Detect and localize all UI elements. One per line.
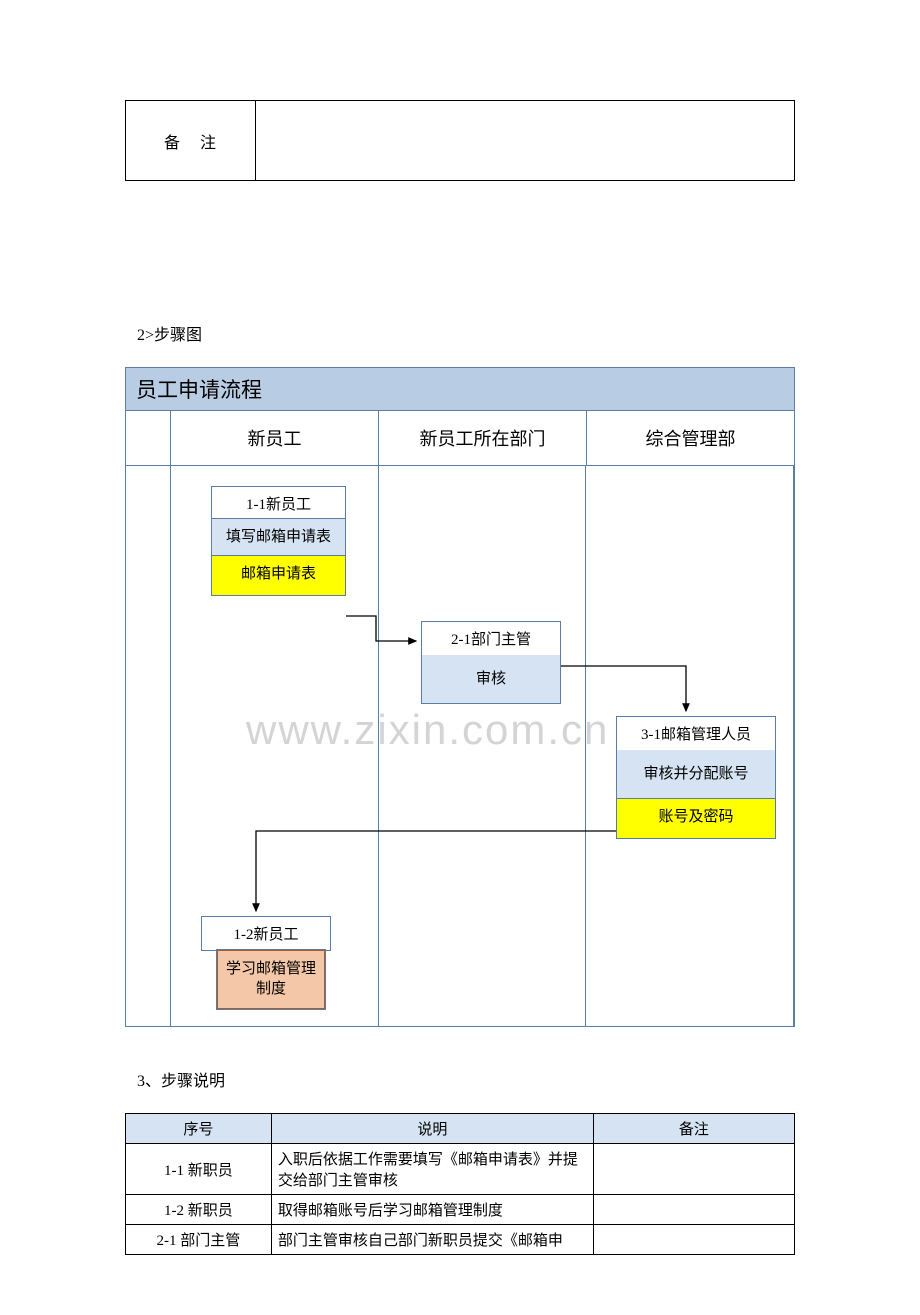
row-seq: 2-1 部门主管 [126,1225,272,1255]
node-1-2-title-box: 1-2新员工 [201,916,331,951]
node-1-2-body: 学习邮箱管理制度 [217,950,325,1009]
node-1-1: 1-1新员工 填写邮箱申请表 邮箱申请表 [211,486,346,596]
steps-header-seq: 序号 [126,1114,272,1144]
notes-value [256,101,795,181]
notes-label: 备注 [126,101,256,181]
node-1-1-body: 填写邮箱申请表 [212,519,345,555]
node-3-1-title: 3-1邮箱管理人员 [617,717,775,750]
section2-label: 2>步骤图 [137,321,795,345]
row-seq: 1-1 新职员 [126,1144,272,1195]
steps-header-desc: 说明 [271,1114,593,1144]
lane-header-2: 新员工所在部门 [379,411,587,465]
node-1-2-title: 1-2新员工 [202,917,330,950]
flow-title: 员工申请流程 [126,368,794,411]
row-desc: 部门主管审核自己部门新职员提交《邮箱申 [271,1225,593,1255]
table-row: 1-1 新职员入职后依据工作需要填写《邮箱申请表》并提交给部门主管审核 [126,1144,795,1195]
steps-header-note: 备注 [593,1114,794,1144]
notes-table: 备注 [125,100,795,181]
lanes-header: 新员工 新员工所在部门 综合管理部 [126,411,794,466]
lane-col-2 [379,466,587,1026]
node-2-1-title: 2-1部门主管 [422,622,560,655]
node-1-1-doc: 邮箱申请表 [212,555,345,595]
spacer-body [126,466,171,1026]
node-3-1-body: 审核并分配账号 [617,750,775,798]
row-note [593,1144,794,1195]
row-seq: 1-2 新职员 [126,1195,272,1225]
steps-table: 序号 说明 备注 1-1 新职员入职后依据工作需要填写《邮箱申请表》并提交给部门… [125,1113,795,1255]
lane-body: www.zixin.com.cn 1-1新员工 填写邮箱申请表 邮箱申请表 2-… [126,466,794,1026]
node-2-1: 2-1部门主管 审核 [421,621,561,704]
flowchart: 员工申请流程 新员工 新员工所在部门 综合管理部 www.zixin.com.c… [125,367,795,1027]
section3-label: 3、步骤说明 [137,1067,795,1091]
row-desc: 取得邮箱账号后学习邮箱管理制度 [271,1195,593,1225]
node-1-2-body-box: 学习邮箱管理制度 [216,949,326,1010]
lane-header-1: 新员工 [171,411,379,465]
table-row: 2-1 部门主管部门主管审核自己部门新职员提交《邮箱申 [126,1225,795,1255]
row-note [593,1225,794,1255]
node-3-1: 3-1邮箱管理人员 审核并分配账号 账号及密码 [616,716,776,839]
row-note [593,1195,794,1225]
node-2-1-body: 审核 [422,655,560,703]
row-desc: 入职后依据工作需要填写《邮箱申请表》并提交给部门主管审核 [271,1144,593,1195]
table-row: 1-2 新职员取得邮箱账号后学习邮箱管理制度 [126,1195,795,1225]
node-1-1-title: 1-1新员工 [212,487,345,519]
spacer [126,411,171,465]
node-3-1-doc: 账号及密码 [617,798,775,838]
lane-header-3: 综合管理部 [587,411,794,465]
